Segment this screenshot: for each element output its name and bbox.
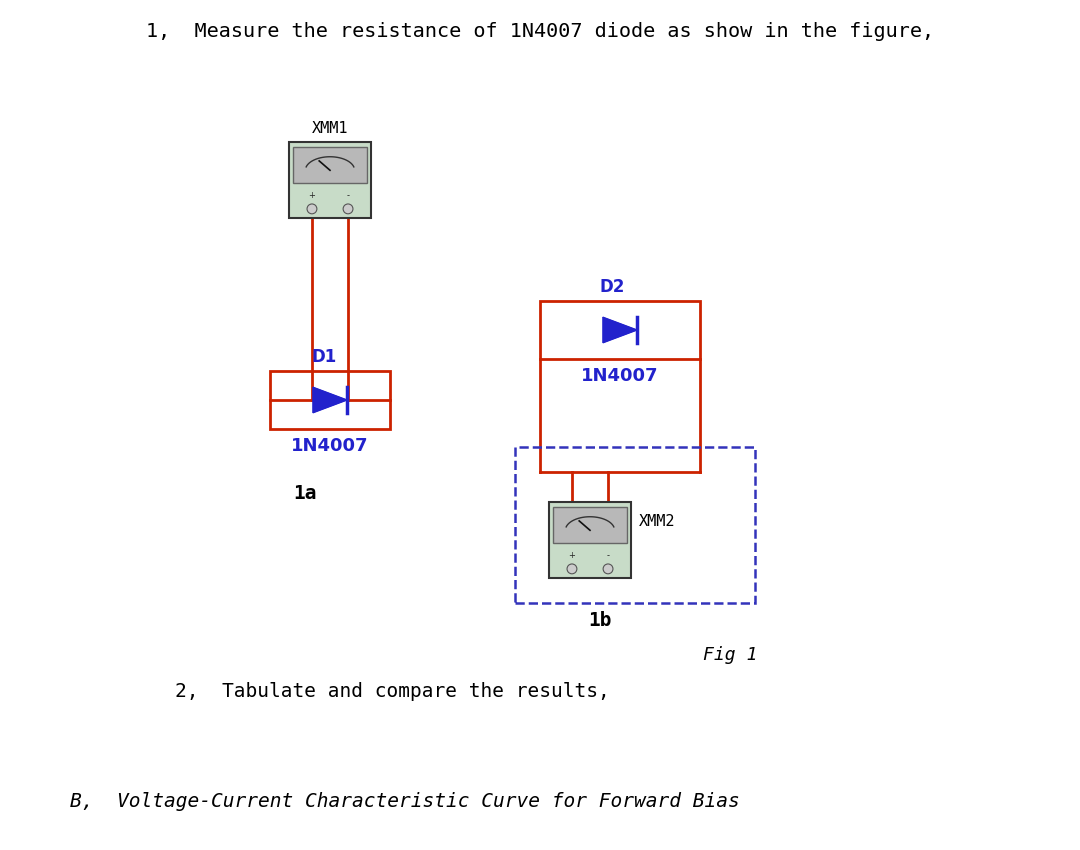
Text: 1,  Measure the resistance of 1N4007 diode as show in the figure,: 1, Measure the resistance of 1N4007 diod… [146,22,934,41]
Text: XMM2: XMM2 [639,513,675,529]
Polygon shape [603,317,637,343]
Circle shape [567,564,577,574]
Text: -: - [607,551,609,559]
Text: D1: D1 [311,348,337,366]
Text: 1N4007: 1N4007 [581,367,659,385]
Text: -: - [347,190,350,200]
Text: +: + [568,551,576,559]
Text: D2: D2 [599,278,624,296]
Bar [540,301,700,359]
Circle shape [307,204,316,214]
Bar [293,146,367,183]
Bar [289,142,372,218]
Text: Fig 1: Fig 1 [703,646,757,664]
Circle shape [343,204,353,214]
Text: 1N4007: 1N4007 [292,437,368,455]
Circle shape [603,564,613,574]
Text: 1a: 1a [294,484,316,503]
Text: 1b: 1b [589,611,611,630]
Bar [549,502,631,578]
Bar [270,371,390,429]
Text: B,  Voltage-Current Characteristic Curve for Forward Bias: B, Voltage-Current Characteristic Curve … [70,792,740,811]
Bar [515,447,755,603]
Bar [553,507,626,543]
Text: +: + [309,190,315,200]
Text: XMM1: XMM1 [312,121,348,136]
Text: 2,  Tabulate and compare the results,: 2, Tabulate and compare the results, [175,682,610,701]
Polygon shape [313,388,347,413]
